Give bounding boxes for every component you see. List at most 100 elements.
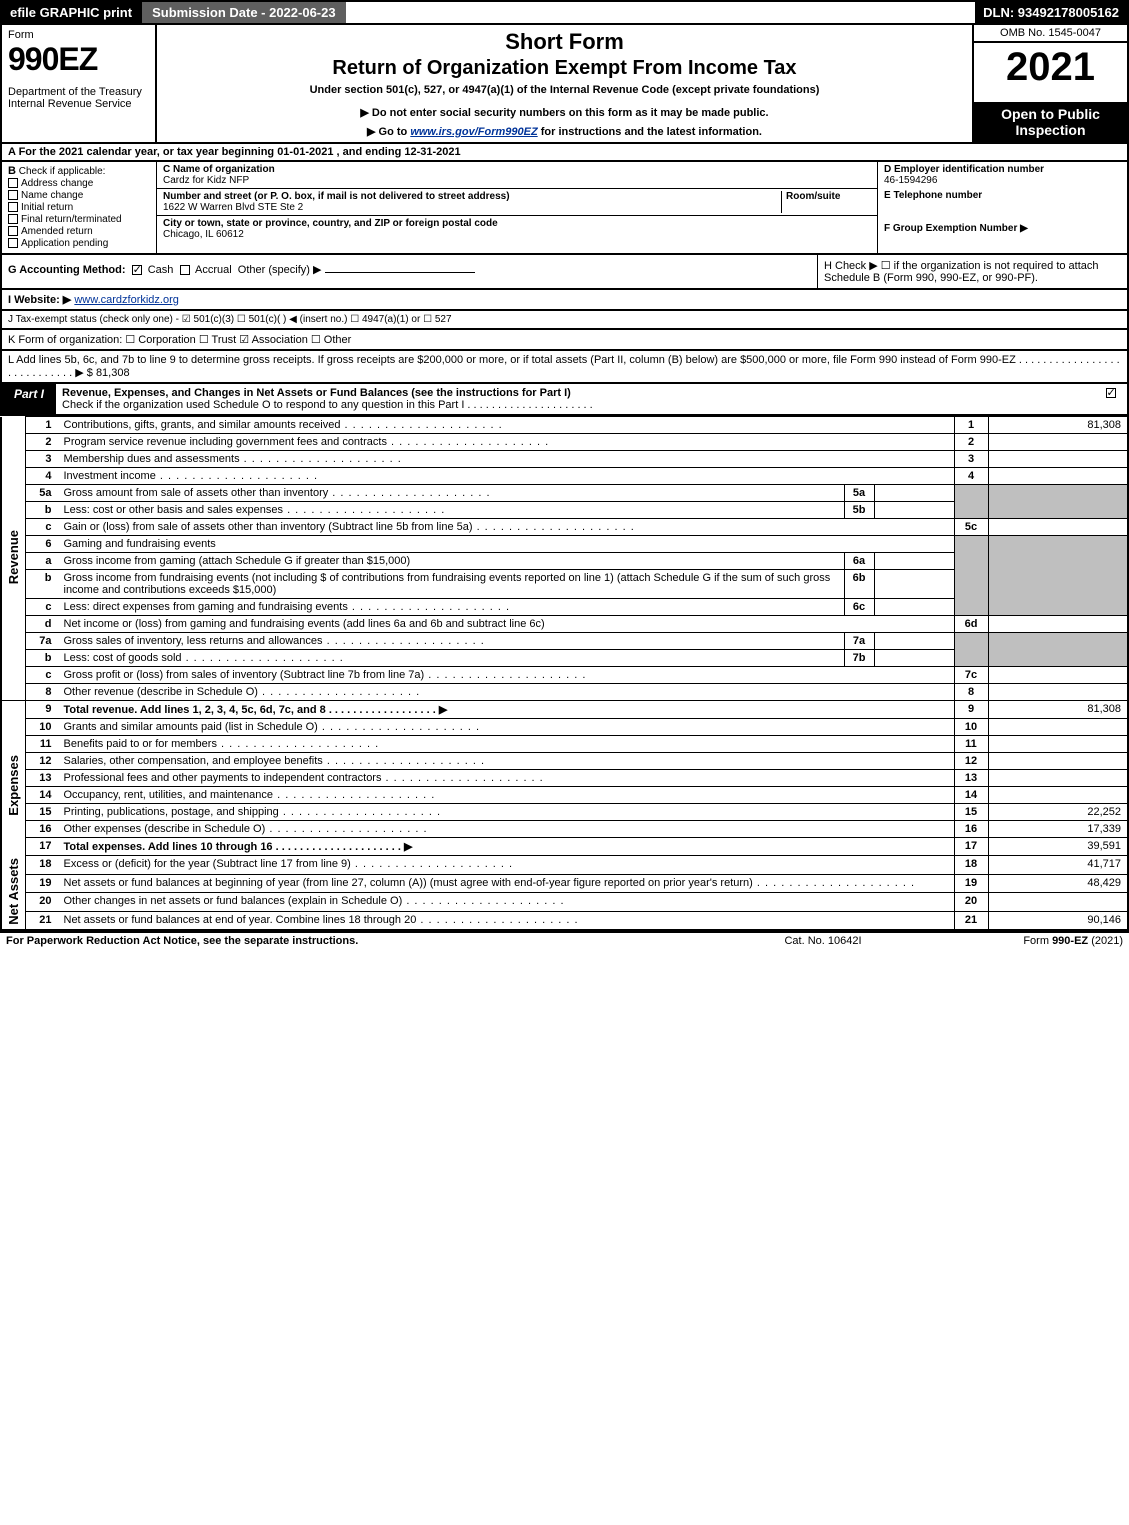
page-footer: For Paperwork Reduction Act Notice, see … [0, 931, 1129, 949]
website-label: I Website: ▶ [8, 294, 71, 306]
org-address-row: Number and street (or P. O. box, if mail… [157, 189, 877, 216]
checkbox-address-change[interactable]: Address change [8, 178, 150, 189]
line-17-desc: Total expenses. Add lines 10 through 16 … [60, 838, 955, 856]
instructions-link-row: ▶ Go to www.irs.gov/Form990EZ for instru… [163, 125, 966, 138]
line-5a-desc: Gross amount from sale of assets other t… [60, 485, 845, 502]
checkbox-final-return[interactable]: Final return/terminated [8, 214, 150, 225]
line-7b-val [874, 650, 954, 667]
line-10-amt [988, 719, 1128, 736]
col-d-e-f: D Employer identification number 46-1594… [877, 162, 1127, 253]
form-number: 990EZ [8, 41, 149, 78]
line-2-amt [988, 434, 1128, 451]
line-7a-val [874, 633, 954, 650]
line-5c-amt [988, 519, 1128, 536]
net-assets-sidebar: Net Assets [1, 856, 26, 931]
org-city: Chicago, IL 60612 [163, 229, 244, 240]
line-11-amt [988, 736, 1128, 753]
line-6c-desc: Less: direct expenses from gaming and fu… [60, 599, 845, 616]
submission-date: Submission Date - 2022-06-23 [140, 2, 346, 23]
line-14-desc: Occupancy, rent, utilities, and maintena… [60, 787, 955, 804]
line-5c-desc: Gain or (loss) from sale of assets other… [60, 519, 955, 536]
part-i-scheduleo-checkbox[interactable] [1097, 384, 1127, 414]
checkbox-cash[interactable] [132, 265, 142, 275]
dln-label: DLN: 93492178005162 [975, 2, 1127, 23]
line-4-amt [988, 468, 1128, 485]
org-name-label: C Name of organization [163, 164, 275, 175]
line-6b-val [874, 570, 954, 599]
line-2-desc: Program service revenue including govern… [60, 434, 955, 451]
irs-link[interactable]: www.irs.gov/Form990EZ [410, 126, 537, 138]
link-suffix: for instructions and the latest informat… [538, 126, 762, 138]
ssn-note: ▶ Do not enter social security numbers o… [163, 106, 966, 119]
line-6a-val [874, 553, 954, 570]
form-ref: Form 990-EZ (2021) [923, 935, 1123, 947]
row-g-h: G Accounting Method: Cash Accrual Other … [0, 255, 1129, 290]
row-j: J Tax-exempt status (check only one) - ☑… [0, 311, 1129, 330]
checkbox-accrual[interactable] [180, 265, 190, 275]
line-6c-val [874, 599, 954, 616]
line-9-desc: Total revenue. Add lines 1, 2, 3, 4, 5c,… [60, 701, 955, 719]
line-7a-desc: Gross sales of inventory, less returns a… [60, 633, 845, 650]
line-1-amt: 81,308 [988, 417, 1128, 434]
org-address: 1622 W Warren Blvd STE Ste 2 [163, 202, 303, 213]
line-7b-desc: Less: cost of goods sold [60, 650, 845, 667]
part-i-title: Revenue, Expenses, and Changes in Net As… [56, 384, 1097, 414]
topbar-spacer [346, 2, 976, 23]
revenue-sidebar: Revenue [1, 417, 26, 701]
row-i: I Website: ▶ www.cardzforkidz.org [0, 290, 1129, 311]
part-i-header: Part I Revenue, Expenses, and Changes in… [0, 384, 1129, 416]
b-label: B [8, 165, 16, 177]
line-3-desc: Membership dues and assessments [60, 451, 955, 468]
checkbox-amended-return[interactable]: Amended return [8, 226, 150, 237]
line-12-desc: Salaries, other compensation, and employ… [60, 753, 955, 770]
group-exemption-row: F Group Exemption Number ▶ [878, 221, 1127, 236]
row-l: L Add lines 5b, 6c, and 7b to line 9 to … [0, 351, 1129, 384]
checkbox-application-pending[interactable]: Application pending [8, 238, 150, 249]
org-name: Cardz for Kidz NFP [163, 175, 249, 186]
row-l-amount: 81,308 [96, 367, 130, 379]
tel-label: E Telephone number [884, 190, 982, 201]
line-10-desc: Grants and similar amounts paid (list in… [60, 719, 955, 736]
org-city-row: City or town, state or province, country… [157, 216, 877, 242]
top-bar: efile GRAPHIC print Submission Date - 20… [0, 0, 1129, 25]
part-i-tag: Part I [2, 384, 56, 414]
schedule-b-check: H Check ▶ ☐ if the organization is not r… [817, 255, 1127, 288]
header-left: Form 990EZ Department of the Treasury In… [2, 25, 157, 142]
line-18-amt: 41,717 [988, 856, 1128, 875]
line-6d-amt [988, 616, 1128, 633]
omb-number: OMB No. 1545-0047 [974, 25, 1127, 43]
checkbox-initial-return[interactable]: Initial return [8, 202, 150, 213]
room-label: Room/suite [786, 191, 840, 202]
g-label: G Accounting Method: [8, 264, 126, 276]
line-8-amt [988, 684, 1128, 701]
addr-label: Number and street (or P. O. box, if mail… [163, 191, 510, 202]
line-6d-desc: Net income or (loss) from gaming and fun… [60, 616, 955, 633]
checkbox-name-change[interactable]: Name change [8, 190, 150, 201]
form-title: Return of Organization Exempt From Incom… [163, 57, 966, 80]
line-12-amt [988, 753, 1128, 770]
line-14-amt [988, 787, 1128, 804]
line-15-amt: 22,252 [988, 804, 1128, 821]
part-i-table: Revenue 1 Contributions, gifts, grants, … [0, 416, 1129, 931]
line-21-desc: Net assets or fund balances at end of ye… [60, 911, 955, 930]
section-b-c-d: B Check if applicable: Address change Na… [0, 162, 1129, 255]
line-8-desc: Other revenue (describe in Schedule O) [60, 684, 955, 701]
line-4-desc: Investment income [60, 468, 955, 485]
accounting-method-row: G Accounting Method: Cash Accrual Other … [2, 255, 817, 288]
line-13-desc: Professional fees and other payments to … [60, 770, 955, 787]
row-l-text: L Add lines 5b, 6c, and 7b to line 9 to … [8, 354, 1120, 379]
efile-label[interactable]: efile GRAPHIC print [2, 2, 140, 23]
ein-label: D Employer identification number [884, 164, 1044, 175]
line-16-amt: 17,339 [988, 821, 1128, 838]
line-19-desc: Net assets or fund balances at beginning… [60, 874, 955, 893]
short-form-title: Short Form [163, 29, 966, 55]
expenses-sidebar: Expenses [1, 719, 26, 856]
group-exempt-label: F Group Exemption Number ▶ [884, 223, 1028, 234]
other-specify-input[interactable] [325, 272, 475, 273]
line-5b-desc: Less: cost or other basis and sales expe… [60, 502, 845, 519]
line-3-amt [988, 451, 1128, 468]
telephone-row: E Telephone number [878, 188, 1127, 203]
line-16-desc: Other expenses (describe in Schedule O) [60, 821, 955, 838]
website-link[interactable]: www.cardzforkidz.org [74, 294, 179, 306]
city-label: City or town, state or province, country… [163, 218, 498, 229]
